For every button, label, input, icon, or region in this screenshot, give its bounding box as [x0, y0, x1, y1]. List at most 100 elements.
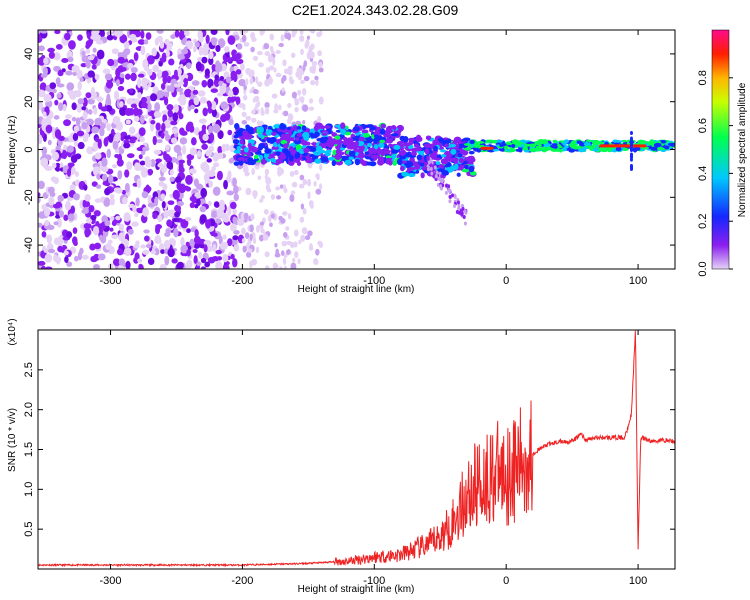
- heatmap-cell: [245, 187, 252, 196]
- heatmap-cell: [259, 30, 265, 36]
- heatmap-cell: [96, 184, 102, 189]
- heatmap-cell: [141, 191, 149, 199]
- heatmap-cell: [282, 257, 287, 266]
- heatmap-cell: [642, 144, 647, 148]
- heatmap-cell: [151, 47, 157, 57]
- heatmap-cell: [301, 227, 308, 235]
- y-tick-label: 40: [23, 48, 35, 60]
- heatmap-cell: [265, 67, 271, 74]
- heatmap-cell: [92, 141, 99, 152]
- heatmap-cell: [102, 118, 108, 124]
- heatmap-cell: [208, 57, 214, 66]
- heatmap-cell: [74, 153, 82, 160]
- heatmap-cell: [301, 87, 307, 96]
- heatmap-cell: [317, 149, 326, 154]
- heatmap-cell: [354, 158, 361, 166]
- heatmap-cell: [257, 175, 262, 180]
- heatmap-cell: [44, 266, 53, 269]
- colorbar-tick-label: 0.6: [697, 118, 709, 133]
- heatmap-cell: [114, 148, 120, 154]
- heatmap-cell: [288, 154, 294, 162]
- heatmap-cell: [58, 69, 63, 76]
- heatmap-cell: [448, 194, 452, 199]
- heatmap-cell: [232, 208, 237, 215]
- heatmap-cell: [170, 120, 178, 126]
- heatmap-cell: [115, 215, 121, 221]
- heatmap-cell: [290, 262, 297, 269]
- heatmap-cell: [273, 124, 281, 129]
- heatmap-cell: [250, 146, 259, 153]
- heatmap-cell: [106, 123, 111, 131]
- heatmap-cell: [294, 169, 299, 176]
- heatmap-cell: [176, 181, 182, 191]
- heatmap-cell: [298, 239, 302, 245]
- heatmap-cell: [357, 152, 365, 159]
- y-tick-label: 2.0: [23, 402, 35, 417]
- heatmap-cell: [192, 89, 199, 95]
- heatmap-cell: [76, 130, 85, 137]
- heatmap-cell: [629, 157, 633, 162]
- heatmap-cell: [177, 155, 183, 161]
- heatmap-cell: [222, 215, 230, 223]
- heatmap-cell: [94, 242, 102, 250]
- heatmap-cell: [275, 186, 281, 191]
- heatmap-cell: [360, 160, 366, 164]
- heatmap-cell: [77, 81, 82, 91]
- heatmap-cell: [283, 68, 290, 75]
- heatmap-cell: [208, 51, 214, 60]
- heatmap-cell: [306, 178, 312, 187]
- heatmap-cell: [226, 190, 235, 196]
- heatmap-cell: [264, 174, 269, 180]
- heatmap-cell: [277, 131, 283, 136]
- heatmap-cell: [41, 231, 47, 238]
- y-tick-label: -40: [23, 237, 35, 253]
- heatmap-cell: [232, 258, 238, 268]
- heatmap-cell: [192, 248, 198, 254]
- heatmap-cell: [291, 30, 298, 35]
- heatmap-cell: [331, 159, 337, 167]
- heatmap-cell: [318, 61, 323, 69]
- heatmap-cell: [378, 142, 385, 148]
- heatmap-cell: [420, 166, 429, 170]
- heatmap-cell: [152, 64, 160, 73]
- heatmap-cell: [309, 132, 314, 136]
- heatmap-cell: [297, 68, 303, 73]
- heatmap-cell: [57, 235, 65, 244]
- heatmap-cell: [449, 143, 457, 148]
- heatmap-cell: [300, 79, 305, 85]
- heatmap-cell: [169, 176, 175, 182]
- heatmap-cell: [55, 43, 63, 50]
- heatmap-cell: [150, 119, 156, 125]
- heatmap-cell: [385, 155, 392, 159]
- heatmap-cell: [144, 235, 150, 242]
- heatmap-cell: [205, 173, 210, 182]
- heatmap-cell: [545, 146, 552, 151]
- heatmap-cell: [201, 79, 208, 88]
- heatmap-cell: [457, 203, 461, 208]
- heatmap-cell: [109, 227, 114, 232]
- heatmap-cell: [294, 251, 299, 259]
- heatmap-cell: [505, 141, 512, 146]
- heatmap-cell: [121, 189, 127, 195]
- heatmap-cell: [55, 214, 61, 219]
- heatmap-cell: [61, 68, 66, 73]
- heatmap-cell: [309, 153, 315, 158]
- heatmap-cell: [88, 204, 95, 213]
- heatmap-cell: [314, 75, 319, 81]
- heatmap-cell: [177, 53, 186, 60]
- heatmap-cell: [458, 210, 462, 215]
- heatmap-cell: [196, 150, 202, 158]
- heatmap-cell: [115, 79, 120, 87]
- heatmap-cell: [419, 162, 425, 167]
- heatmap-cell: [71, 116, 77, 122]
- heatmap-cell: [219, 40, 226, 46]
- heatmap-cell: [130, 67, 138, 74]
- heatmap-cell: [243, 42, 250, 47]
- heatmap-cell: [160, 249, 166, 254]
- heatmap-cell: [449, 165, 458, 171]
- heatmap-cell: [385, 159, 391, 165]
- heatmap-cell: [90, 86, 95, 97]
- y-tick-label: 1.5: [23, 442, 35, 457]
- heatmap-cell: [104, 187, 111, 196]
- heatmap-cell: [117, 52, 123, 58]
